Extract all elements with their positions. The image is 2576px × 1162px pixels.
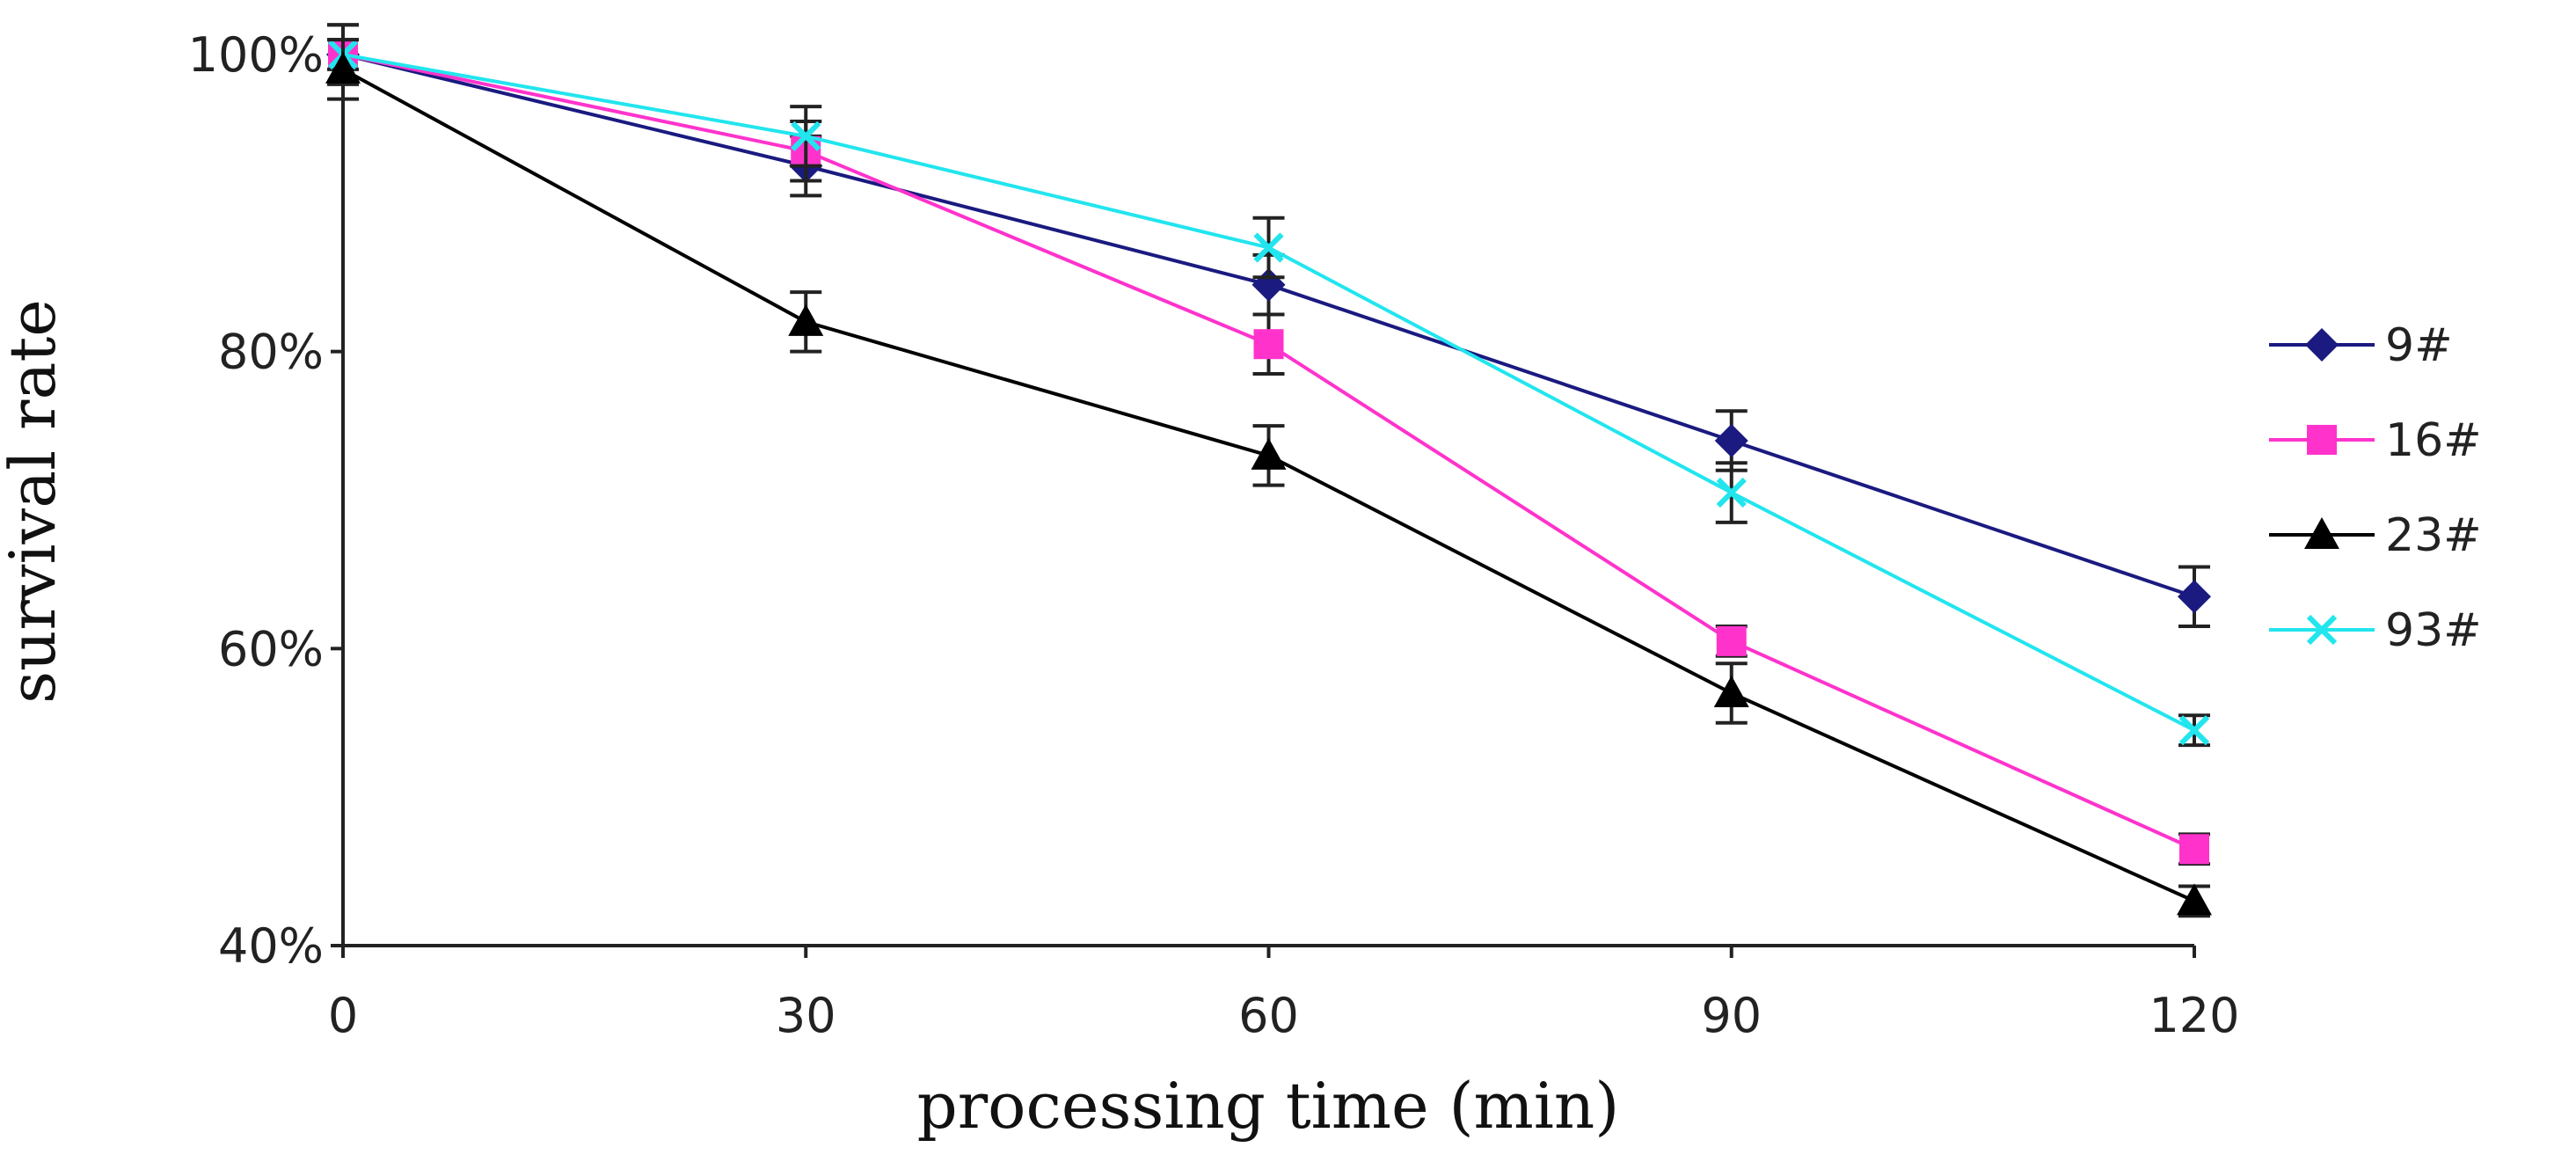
data-point [1251,437,1287,470]
legend-label: 9# [2385,319,2453,372]
legend-item: 23# [2269,509,2482,562]
x-tick-label: 120 [2149,988,2239,1043]
marker-stroke [2306,614,2338,646]
legend-item: 93# [2269,604,2482,657]
marker-stroke [1716,477,1747,508]
data-point [2177,883,2212,916]
x-tick-label: 30 [776,988,836,1043]
legend-item: 9# [2269,319,2453,372]
data-point [1253,232,1284,263]
data-point [2178,715,2210,746]
data-point [325,51,361,84]
data-point [2178,580,2211,614]
y-ticks: 40% 60% 80% 100% [188,27,343,974]
data-point [788,303,824,336]
legend-marker [2306,614,2338,646]
legend-label: 16# [2385,414,2482,467]
legend-marker [2305,328,2339,362]
x-axis-title: processing time (min) [917,1069,1620,1143]
x-tick-label: 90 [1701,988,1762,1043]
legend-marker [2304,517,2339,549]
marker-stroke [1253,232,1284,263]
legend-item: 16# [2269,414,2482,467]
series-layer [325,23,2212,918]
legend-label: 93# [2385,604,2482,657]
legend-label: 23# [2385,509,2482,562]
y-tick-label: 100% [188,27,324,83]
y-tick-label: 40% [218,918,324,974]
marker-stroke [791,121,821,151]
chart-axes [341,55,2194,947]
y-tick-label: 80% [218,325,324,380]
x-ticks: 0 30 60 90 120 [328,946,2240,1043]
series-23 [325,38,2212,918]
y-tick-label: 60% [218,621,324,676]
series-line [342,53,2195,732]
data-point [1713,675,1749,707]
data-point [1716,477,1747,508]
data-point [1253,329,1284,360]
y-axis-title: survival rate [0,299,69,704]
x-tick-label: 60 [1238,988,1299,1043]
legend: 9# 16# 23# 93# [2269,319,2482,657]
data-point [791,121,821,151]
data-point [2179,834,2209,865]
marker-stroke [2178,715,2210,746]
data-point [1716,625,1747,656]
data-point [1714,423,1748,457]
legend-marker [2307,425,2337,455]
x-tick-label: 0 [328,988,358,1043]
series-93 [327,38,2210,748]
